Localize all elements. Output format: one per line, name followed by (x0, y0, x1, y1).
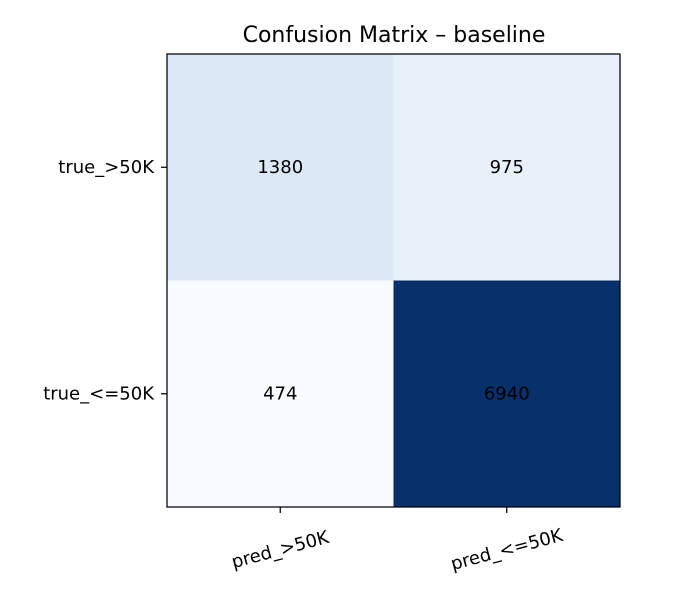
heatmap-cell-labels: 1380 975 474 6940 (257, 157, 529, 405)
cell-value-label-r1-c1: 6940 (484, 383, 530, 404)
cell-value-label-r0-c0: 1380 (257, 157, 303, 178)
cell-value-label-r1-c0: 474 (263, 383, 297, 404)
heatmap-cell-r0-c0 (167, 54, 394, 281)
y-tick-label-0: true_>50K (58, 157, 155, 178)
y-axis: true_>50K true_<=50K (43, 157, 167, 404)
chart-title: Confusion Matrix – baseline (243, 23, 546, 48)
y-tick-label-1: true_<=50K (43, 383, 155, 404)
x-axis: pred_>50K pred_<=50K (229, 507, 566, 575)
cell-value-label-r0-c1: 975 (490, 157, 524, 178)
heatmap-cell-r0-c1 (393, 54, 621, 281)
x-tick-label-1: pred_<=50K (449, 525, 566, 575)
heatmap-cell-r1-c1 (393, 280, 621, 508)
plot-frame (166, 53, 621, 508)
heatmap-cells (167, 54, 621, 508)
x-tick-label-0: pred_>50K (229, 527, 332, 573)
heatmap-cell-r1-c0 (167, 280, 394, 508)
